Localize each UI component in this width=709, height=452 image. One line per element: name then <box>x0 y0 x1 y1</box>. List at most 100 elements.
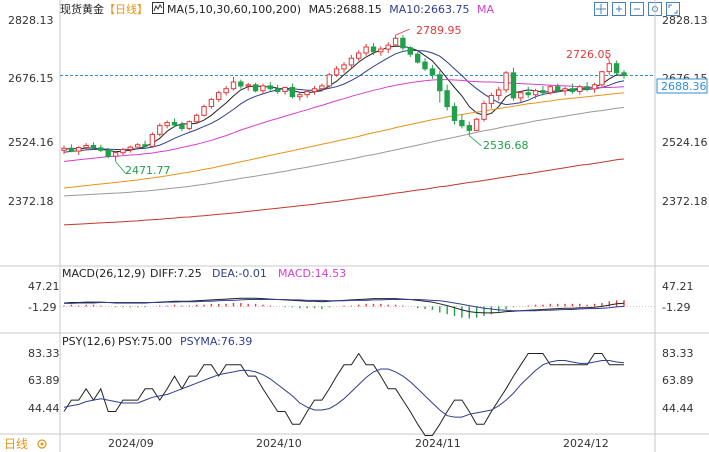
candle-up <box>127 146 134 151</box>
candle-up <box>282 87 288 92</box>
period-label[interactable]: 【日线】 <box>104 3 148 16</box>
psy-line-psyma <box>63 360 625 418</box>
candle-down <box>444 90 450 108</box>
candle-down <box>98 147 104 151</box>
candle-down <box>422 61 428 70</box>
ma-params: MA(5,10,30,60,100,200) <box>167 3 302 16</box>
price-tick-right: 2524.16 <box>662 136 708 149</box>
candle-up <box>297 94 303 98</box>
candle-down <box>510 72 517 99</box>
candle-down <box>68 147 75 152</box>
psy-axis: 83.33 63.89 44.44 83.33 63.89 44.44 <box>28 347 694 415</box>
price-axis: 2828.13 2676.15 2524.16 2372.18 2828.13 … <box>8 14 708 208</box>
candle-up <box>149 133 156 147</box>
candle-down <box>289 87 296 98</box>
candle-up <box>606 63 612 73</box>
candle-up <box>193 114 200 123</box>
candle-up <box>135 144 141 148</box>
macd-tick-left: 47.21 <box>28 280 60 293</box>
psy-label: PSY(12,6) <box>62 335 115 348</box>
candle-up <box>208 98 215 108</box>
candle-down <box>179 124 185 130</box>
candle-up <box>260 85 266 92</box>
candle-up <box>245 84 251 87</box>
candle-down <box>621 72 627 77</box>
annotation-arrow-high1 <box>395 28 410 36</box>
candle-down <box>105 149 111 157</box>
candle-up <box>319 85 325 90</box>
chart-marks <box>60 28 655 436</box>
date-tick: 2024/12 <box>563 437 609 450</box>
psy-line-psy <box>63 352 624 436</box>
period-button[interactable]: 日线 <box>4 437 47 451</box>
symbol-name: 现货黄金 <box>60 3 104 16</box>
ma-line-ma5 <box>63 45 625 153</box>
annotation-arrow-low1 <box>115 161 126 174</box>
macd-tick-right: 47.21 <box>662 280 694 293</box>
macd-dea-value: DEA:-0.01 <box>212 267 267 280</box>
candle-up <box>591 84 598 90</box>
candle-up <box>333 68 340 76</box>
candle-up <box>76 147 82 152</box>
crosshair-icon[interactable] <box>594 2 608 16</box>
candle-down <box>459 120 465 127</box>
candle-up <box>304 91 310 96</box>
candle-up <box>532 90 539 96</box>
candle-down <box>540 90 546 94</box>
psy-value: PSY:75.00 <box>118 335 172 348</box>
candle-up <box>157 125 163 135</box>
psy-tick-left: 63.89 <box>28 374 60 387</box>
date-tick: 2024/09 <box>108 437 154 450</box>
candle-up <box>201 106 207 116</box>
macd-axis: 47.21 -1.29 47.21 -1.29 <box>28 280 694 314</box>
psy-header: PSY(12,6) PSY:75.00 PSYMA:76.39 <box>62 335 252 348</box>
settings-gear-icon[interactable] <box>37 439 47 449</box>
last-price-box <box>656 78 708 94</box>
macd-label: MACD(26,12,9) <box>62 267 146 280</box>
psy-tick-left: 83.33 <box>28 347 60 360</box>
candle-down <box>584 86 590 90</box>
ma-more-value: MA <box>477 3 495 16</box>
candle-down <box>238 81 244 87</box>
candle-down <box>90 145 97 149</box>
candle-up <box>547 86 553 94</box>
zoom-in-icon[interactable] <box>612 2 626 16</box>
candle-down <box>267 85 274 90</box>
annotation-low2: 2536.68 <box>483 139 529 152</box>
candle-down <box>275 88 281 92</box>
candle-up <box>503 72 509 91</box>
macd-line-dea <box>64 299 625 312</box>
period-button-label: 日线 <box>4 437 28 451</box>
price-tick-left: 2524.16 <box>8 136 54 149</box>
candle-up <box>385 44 391 50</box>
price-tick-right: 2828.13 <box>662 14 708 27</box>
candle-down <box>429 68 436 76</box>
macd-tick-right: -1.29 <box>662 301 690 314</box>
price-tick-right: 2372.18 <box>662 195 708 208</box>
candle-down <box>525 92 531 96</box>
candle-up <box>363 46 369 54</box>
candle-down <box>466 125 473 131</box>
annotation-arrow-low2 <box>469 135 482 147</box>
ma-settings-icon[interactable] <box>151 2 164 14</box>
zoom-out-icon[interactable] <box>630 2 644 16</box>
psy-tick-right: 83.33 <box>662 347 694 360</box>
ma5-value: MA5:2688.15 <box>308 3 382 16</box>
candle-up <box>216 92 222 100</box>
macd-diff-value: DIFF:7.25 <box>150 267 202 280</box>
candle-up <box>481 102 487 120</box>
candle-up <box>348 57 355 66</box>
price-tick-left: 2828.13 <box>8 14 54 27</box>
expand-icon[interactable] <box>666 2 680 16</box>
candle-up <box>496 89 502 97</box>
candle-up <box>599 71 605 86</box>
candle-up <box>120 149 126 154</box>
ma-line-ma30 <box>63 79 625 162</box>
annotation-high2: 2726.05 <box>566 48 612 61</box>
ma-line-ma60 <box>63 92 625 189</box>
candle-up <box>186 121 193 129</box>
candle-up <box>577 86 583 92</box>
psy-tick-right: 63.89 <box>662 374 694 387</box>
